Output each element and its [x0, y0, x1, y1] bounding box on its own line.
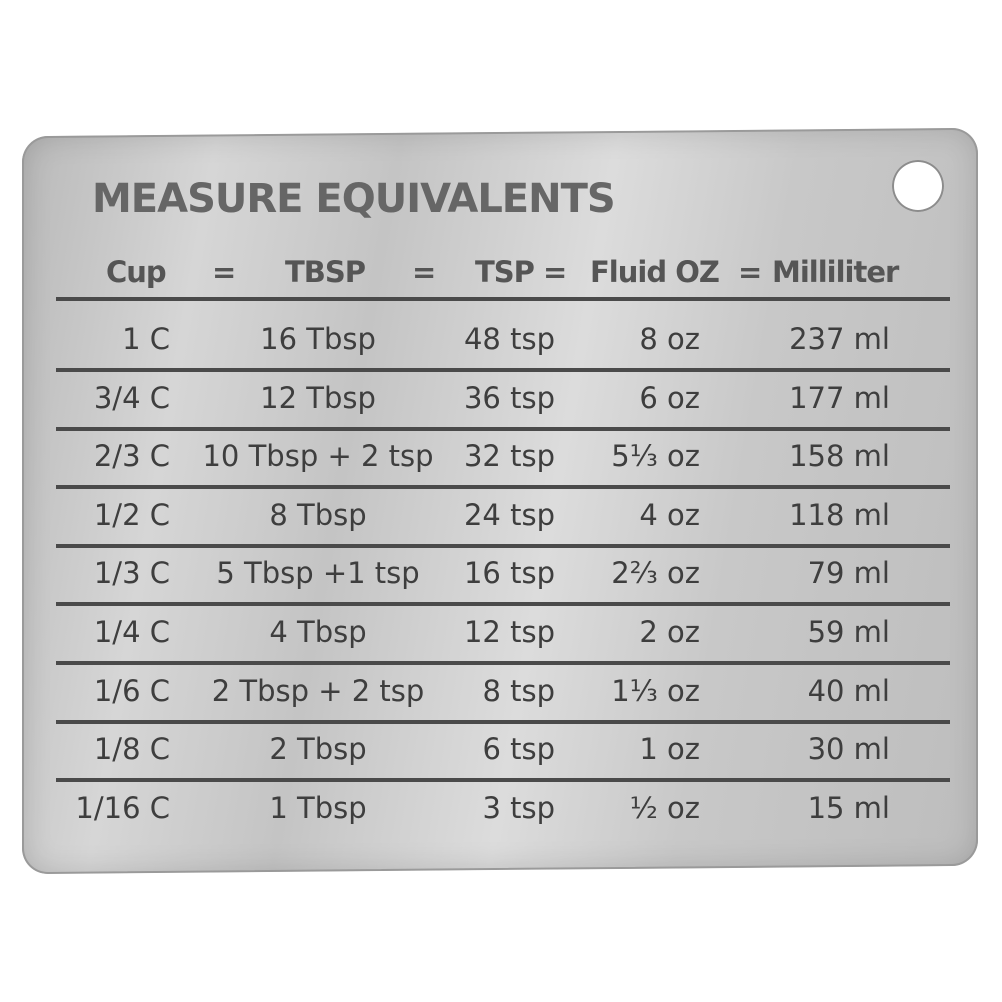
cell-cup: 1/2 C	[93, 497, 170, 532]
cell-ml: 40 ml	[807, 673, 890, 708]
table-row: 1/8 C 2 Tbsp 6 tsp 1 oz 30 ml	[60, 732, 950, 772]
cell-tbsp-text: 2 Tbsp	[269, 732, 367, 767]
cell-oz: 1 oz	[639, 732, 700, 767]
divider	[56, 543, 950, 548]
divider	[56, 297, 950, 301]
cell-cup: 1/3 C	[93, 556, 170, 591]
table-row: 1/6 C 2 Tbsp + 2 tsp 8 tsp 1⅓ oz 40 ml	[60, 674, 950, 714]
cell-cup: 1/8 C	[93, 732, 170, 767]
cell-oz: 6 oz	[639, 380, 700, 415]
cell-cup: 1/16 C	[75, 790, 170, 825]
cell-tsp: 3 tsp	[482, 790, 555, 825]
header-tsp: TSP =	[475, 255, 567, 289]
cell-cup: 3/4 C	[93, 380, 170, 415]
header-tbsp: TBSP	[285, 255, 366, 289]
divider	[56, 485, 950, 490]
cell-tbsp-text: 2 Tbsp + 2 tsp	[211, 673, 425, 708]
cell-ml: 79 ml	[807, 556, 890, 591]
cell-tsp: 24 tsp	[463, 497, 555, 532]
divider	[56, 778, 950, 783]
cell-tsp: 36 tsp	[463, 380, 555, 415]
hanging-hole	[892, 160, 944, 212]
divider	[56, 719, 950, 724]
divider	[56, 602, 950, 607]
cell-oz: 8 oz	[639, 322, 700, 356]
cell-ml: 158 ml	[789, 439, 890, 474]
table-row: 2/3 C 10 Tbsp + 2 tsp 32 tsp 5⅓ oz 158 ml	[60, 439, 950, 479]
table-row: 3/4 C 12 Tbsp 36 tsp 6 oz 177 ml	[60, 381, 950, 421]
cell-tbsp-text: 10 Tbsp + 2 tsp	[202, 439, 434, 474]
cell-tsp: 48 tsp	[463, 322, 555, 356]
cell-cup: 1/6 C	[93, 673, 170, 708]
header-equals: =	[412, 255, 436, 289]
cell-tsp: 6 tsp	[482, 732, 555, 767]
divider	[56, 368, 950, 372]
cell-ml: 15 ml	[807, 790, 890, 825]
cell-ml: 118 ml	[789, 497, 890, 532]
header-equals: =	[738, 255, 762, 289]
cell-tsp: 8 tsp	[482, 673, 555, 708]
cell-oz: 2 oz	[639, 615, 700, 649]
cell-ml: 237 ml	[789, 322, 890, 356]
cell-ml: 30 ml	[807, 732, 890, 767]
card-title: MEASURE EQUIVALENTS	[92, 176, 616, 222]
cell-oz: ½ oz	[629, 790, 700, 825]
header-equals: =	[212, 255, 236, 289]
table-row: 1 C 16 Tbsp 48 tsp 8 oz 237 ml	[60, 322, 950, 362]
cell-tsp: 12 tsp	[463, 615, 555, 649]
header-cup: Cup	[106, 255, 167, 289]
header-row: Cup = TBSP = TSP = Fluid OZ = Milliliter	[60, 255, 950, 295]
cell-oz: 1⅓ oz	[611, 673, 700, 708]
cell-oz: 5⅓ oz	[611, 439, 700, 474]
cell-tbsp-text: 16 Tbsp	[260, 322, 376, 356]
cell-cup: 1 C	[122, 322, 170, 356]
cell-oz: 4 oz	[639, 497, 700, 532]
cell-oz: 2⅔ oz	[611, 556, 700, 591]
cell-cup: 1/4 C	[93, 615, 170, 649]
cell-ml: 177 ml	[789, 380, 890, 415]
header-milliliter: Milliliter	[772, 255, 899, 289]
cell-tsp: 16 tsp	[463, 556, 555, 591]
cell-tbsp-text: 5 Tbsp +1 tsp	[216, 556, 420, 591]
divider	[56, 426, 950, 431]
cell-tbsp-text: 8 Tbsp	[269, 497, 367, 532]
divider	[56, 661, 950, 665]
cell-tsp: 32 tsp	[463, 439, 555, 474]
header-fluid-oz: Fluid OZ	[590, 255, 720, 289]
cell-tbsp-text: 1 Tbsp	[269, 790, 367, 825]
cell-tbsp-text: 12 Tbsp	[260, 380, 376, 415]
cell-tbsp-text: 4 Tbsp	[269, 615, 367, 649]
table-row: 1/2 C 8 Tbsp 24 tsp 4 oz 118 ml	[60, 498, 950, 538]
cell-cup: 2/3 C	[93, 439, 170, 474]
cell-ml: 59 ml	[807, 615, 890, 649]
table-row: 1/4 C 4 Tbsp 12 tsp 2 oz 59 ml	[60, 615, 950, 655]
table-row: 1/3 C 5 Tbsp +1 tsp 16 tsp 2⅔ oz 79 ml	[60, 556, 950, 596]
table-row: 1/16 C 1 Tbsp 3 tsp ½ oz 15 ml	[60, 791, 950, 831]
